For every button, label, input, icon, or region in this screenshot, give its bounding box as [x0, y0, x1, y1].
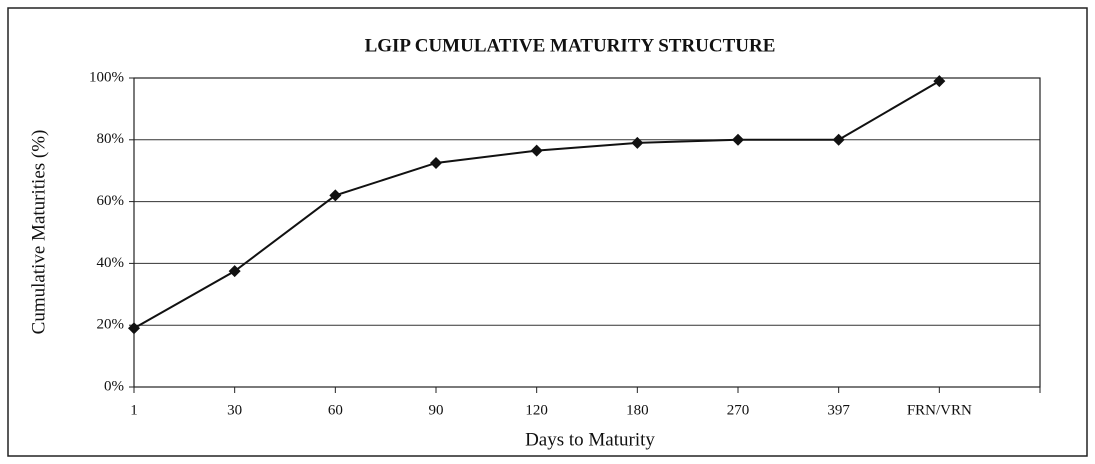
y-tick-label: 20%	[97, 317, 125, 333]
chart-title: LGIP CUMULATIVE MATURITY STRUCTURE	[365, 35, 776, 56]
data-point	[430, 156, 442, 169]
y-tick-label: 60%	[97, 193, 125, 209]
x-tick-label: FRN/VRN	[907, 402, 972, 418]
series-line	[133, 80, 940, 330]
data-point	[933, 75, 946, 88]
data-point	[128, 322, 140, 335]
x-tick-label: 397	[827, 402, 850, 418]
data-point	[329, 189, 342, 202]
chart-frame	[7, 7, 1088, 457]
x-tick-label: 1	[130, 402, 138, 418]
data-point	[530, 144, 543, 157]
x-tick-label: 60	[328, 402, 343, 418]
y-axis-label: Cumulative Maturities (%)	[28, 130, 49, 335]
y-tick-label: 80%	[97, 131, 125, 147]
x-tick-label: 30	[227, 402, 242, 418]
plot-frame	[133, 77, 1041, 388]
y-tick-label: 100%	[89, 69, 124, 85]
x-tick-label: 270	[727, 402, 750, 418]
y-tick-label: 0%	[104, 378, 124, 394]
data-point	[732, 133, 744, 146]
x-tick-label: 90	[429, 402, 444, 418]
x-tick-label: 120	[525, 402, 548, 418]
x-axis-label: Days to Maturity	[525, 429, 655, 450]
data-point	[631, 136, 644, 149]
data-point	[228, 265, 241, 278]
y-tick-label: 40%	[97, 255, 125, 271]
data-point	[832, 133, 845, 146]
x-tick-label: 180	[626, 402, 649, 418]
